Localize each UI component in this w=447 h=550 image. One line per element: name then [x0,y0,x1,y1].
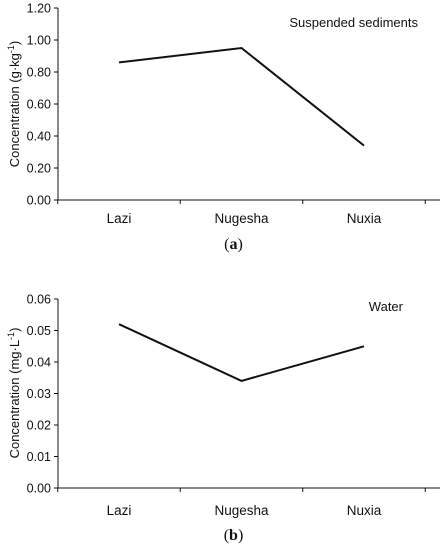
y-axis-label-sup: -1 [6,45,16,53]
axis-tick-marks [54,298,426,492]
axis-lines [57,299,440,489]
axis-lines [57,8,440,201]
y-tick-labels: 0.00 0.20 0.40 0.60 0.80 1.00 1.20 [27,2,51,208]
panel-open-paren: ( [224,527,229,544]
x-tick-label: Nugesha [214,503,269,518]
x-tick-label: Nuxia [347,503,382,518]
y-tick-label: 0.02 [27,419,51,433]
panel-letter: b [229,527,238,544]
panel-letter: a [230,236,238,253]
y-axis-label-close: ) [7,328,22,332]
y-tick-label: 0.00 [27,194,51,208]
y-tick-label: 1.00 [27,34,51,48]
panel-label: (a) [224,236,243,253]
chart-panel-b: 0.00 0.01 0.02 0.03 0.04 0.05 0.06 Lazi Nugesha… [6,293,440,544]
y-tick-labels: 0.00 0.01 0.02 0.03 0.04 0.05 0.06 [27,293,51,496]
line-series [118,46,365,147]
y-tick-label: 0.80 [27,66,51,80]
y-axis-label-text: Concentration (g·kg [7,53,22,167]
y-axis-label-sup: -1 [6,332,16,340]
chart-panel-a: 0.00 0.20 0.40 0.60 0.80 1.00 1.20 Lazi Nugesha… [6,2,440,253]
y-axis-label-close: ) [7,41,22,45]
y-tick-label: 0.04 [27,356,51,370]
y-axis-label: Concentration (mg·L-1) [6,328,22,459]
panel-close-paren: ) [238,236,243,253]
y-tick-label: 0.20 [27,162,51,176]
y-tick-label: 0.00 [27,482,51,496]
panel-close-paren: ) [238,527,243,544]
y-tick-label: 0.60 [27,98,51,112]
panel-label: (b) [224,527,244,544]
x-tick-label: Lazi [107,211,132,226]
y-tick-label: 0.01 [27,450,51,464]
x-tick-label: Nugesha [214,211,269,226]
x-tick-labels: Lazi Nugesha Nuxia [107,503,382,518]
y-axis-label: Concentration (g·kg-1) [6,41,22,168]
x-tick-label: Lazi [107,503,132,518]
x-tick-label: Nuxia [347,211,382,226]
axis-tick-marks [54,7,426,204]
x-tick-labels: Lazi Nugesha Nuxia [107,211,382,226]
chart-annotation: Suspended sediments [289,15,418,30]
y-tick-label: 0.40 [27,130,51,144]
y-tick-label: 0.06 [27,293,51,307]
y-tick-label: 0.03 [27,387,51,401]
line-series [118,323,365,382]
y-axis-label-text: Concentration (mg·L [7,340,22,459]
panel-open-paren: ( [224,236,229,253]
chart-annotation: Water [369,299,404,314]
y-tick-label: 1.20 [27,2,51,16]
y-tick-label: 0.05 [27,324,51,338]
